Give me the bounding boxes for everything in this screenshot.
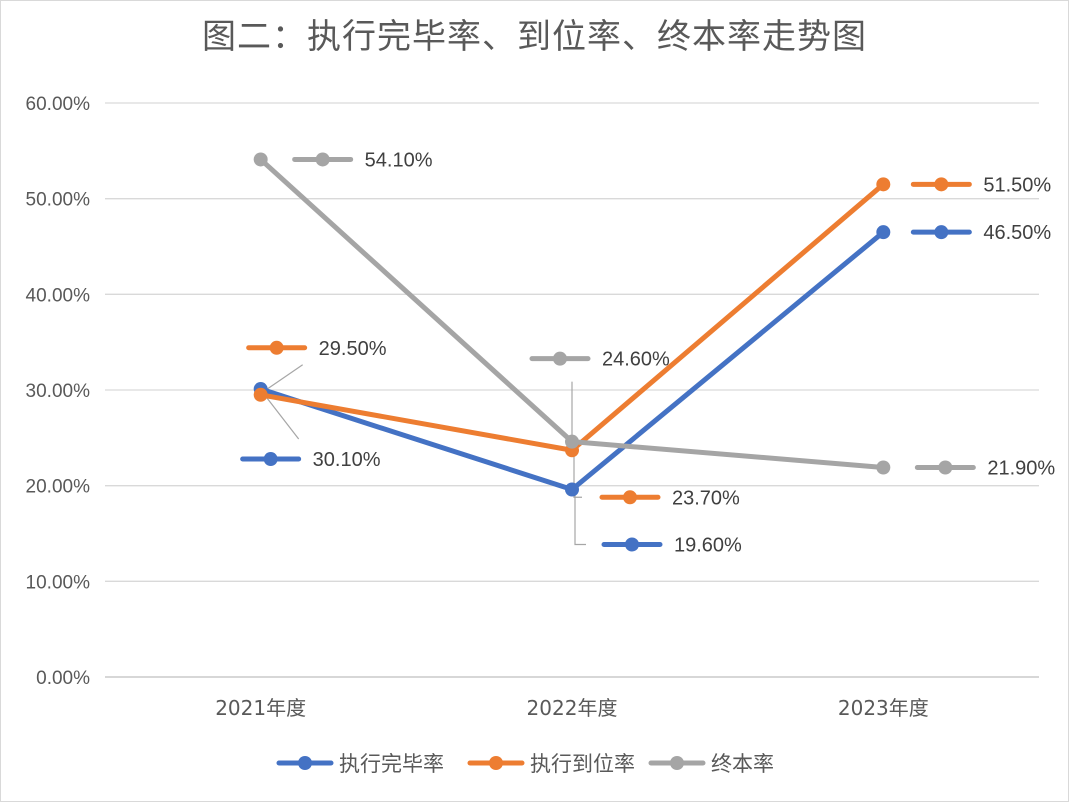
data-label-key-dot	[269, 340, 284, 355]
data-labels: 30.10% 19.60% 46.50% 29.50% 23.70% 51.50% 54.1…	[240, 149, 1055, 556]
data-label-key-dot	[938, 460, 953, 475]
data-label-key-dot	[934, 177, 949, 192]
data-label: 23.70%	[672, 487, 740, 509]
data-point	[565, 482, 579, 497]
legend-key-dot	[298, 756, 312, 770]
y-axis-ticks: 0.00% 10.00% 20.00% 30.00% 40.00% 50.00% 60.00…	[26, 94, 91, 689]
leader-line	[264, 394, 300, 440]
data-label: 46.50%	[983, 222, 1051, 244]
leader-line	[264, 364, 304, 392]
data-label-key-dot	[623, 490, 637, 505]
leader-line	[574, 493, 586, 546]
legend-key-dot	[670, 756, 684, 770]
y-tick-label: 40.00%	[26, 285, 91, 306]
y-tick-label: 20.00%	[26, 477, 91, 498]
legend-label: 终本率	[711, 752, 774, 776]
data-label: 54.10%	[365, 149, 433, 171]
data-label: 29.50%	[319, 338, 387, 360]
data-point	[253, 152, 268, 167]
series-lines	[253, 152, 891, 497]
data-point	[565, 434, 579, 449]
y-tick-label: 0.00%	[36, 668, 90, 689]
y-tick-label: 30.00%	[26, 381, 91, 402]
data-point	[253, 387, 268, 402]
data-label-key-dot	[934, 225, 949, 240]
x-category-label: 2021年度	[215, 696, 306, 720]
x-axis-categories: 2021年度 2022年度 2023年度	[215, 696, 929, 720]
data-label: 24.60%	[602, 349, 670, 371]
y-tick-label: 50.00%	[26, 190, 91, 211]
data-label: 21.90%	[987, 457, 1055, 479]
data-point	[876, 460, 891, 475]
data-label: 30.10%	[313, 449, 381, 471]
leader-line	[573, 454, 582, 498]
chart-title: 图二：执行完毕率、到位率、终本率走势图	[202, 17, 867, 57]
data-point	[876, 177, 891, 192]
data-label-key-dot	[315, 152, 330, 167]
legend-key-dot	[489, 756, 503, 770]
data-label: 19.60%	[674, 534, 742, 556]
data-label-key-dot	[553, 351, 567, 366]
legend-label: 执行到位率	[530, 752, 635, 776]
label-leader-lines	[264, 364, 586, 546]
y-tick-label: 10.00%	[26, 572, 91, 593]
x-category-label: 2022年度	[527, 696, 618, 720]
data-point	[876, 225, 891, 240]
data-label-key-dot	[625, 537, 639, 552]
y-tick-label: 60.00%	[26, 94, 91, 115]
data-label-key-dot	[263, 452, 278, 467]
legend-label: 执行完毕率	[339, 752, 444, 776]
x-category-label: 2023年度	[838, 696, 929, 720]
data-label: 51.50%	[983, 174, 1051, 196]
legend: 执行完毕率 执行到位率 终本率	[276, 752, 774, 776]
